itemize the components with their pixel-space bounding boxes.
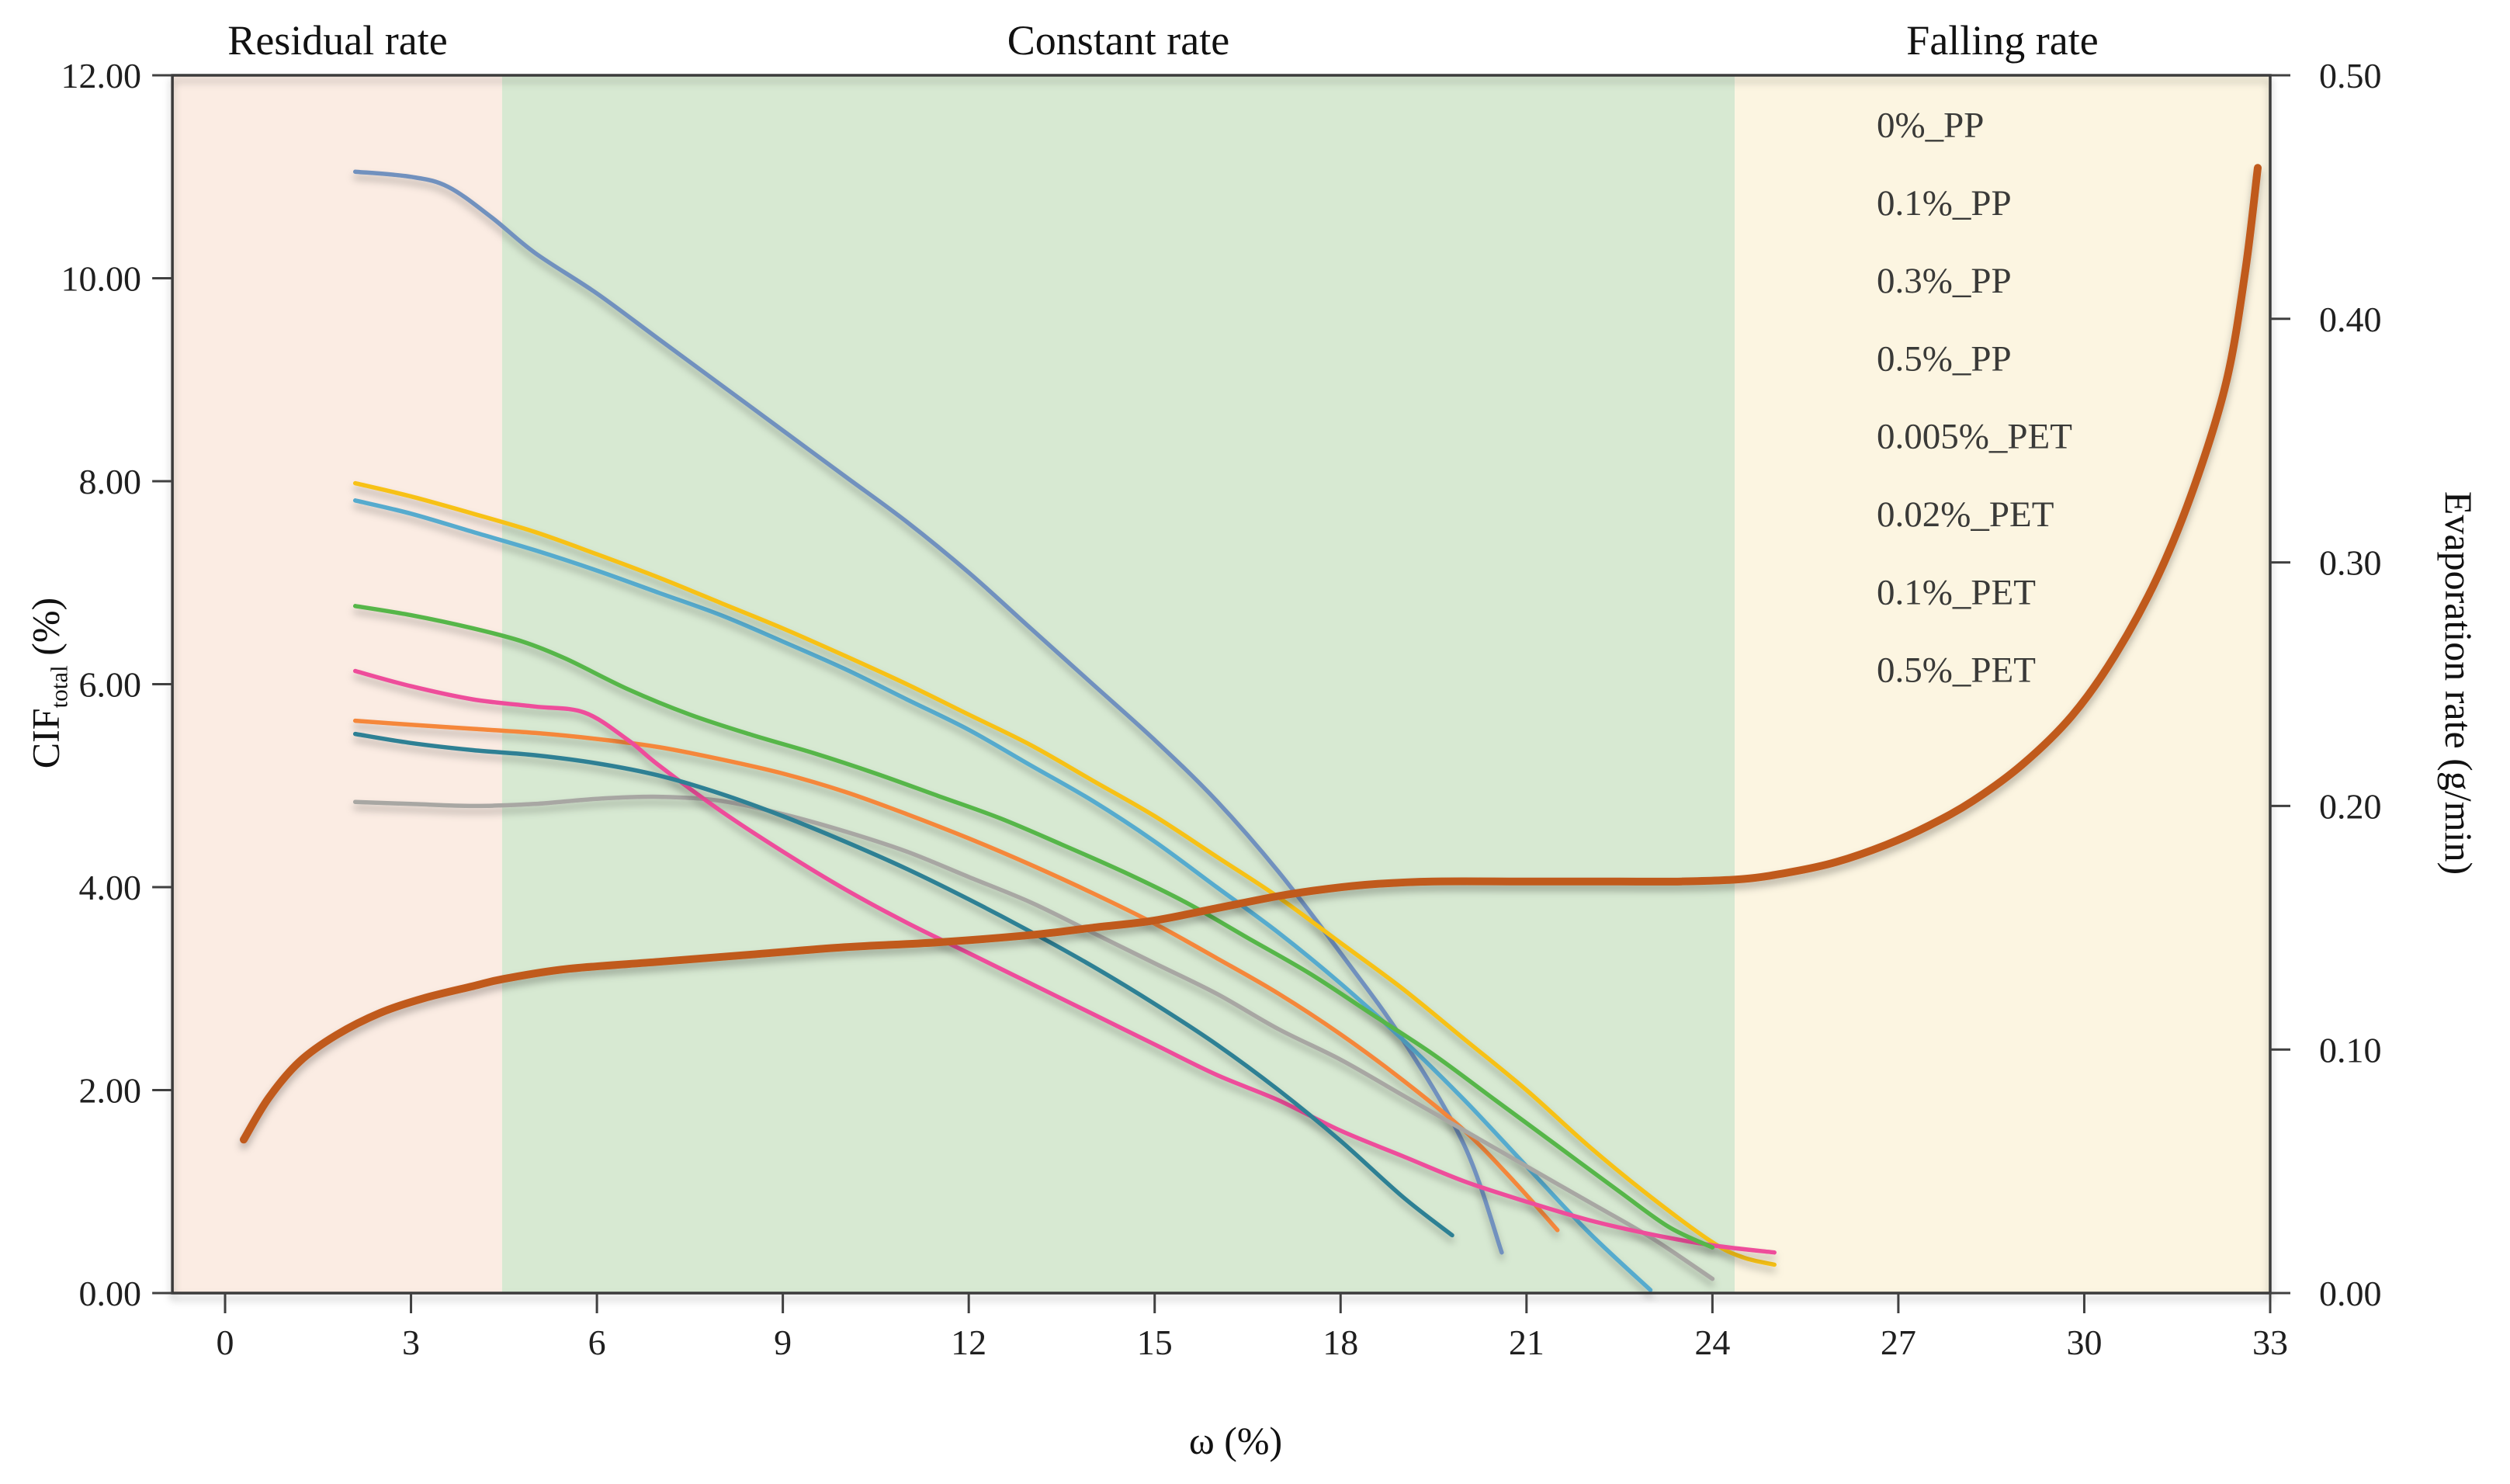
series-line-0-5-pet [352,731,1454,1238]
region-title-falling-rate: Falling rate [1906,17,2099,64]
legend-item: 0.1%_PP [1804,183,2012,224]
y-axis-right-tick-label: 0.50 [2319,56,2382,95]
legend-label: 0%_PP [1877,105,1984,145]
y-axis-right-tick-label: 0.20 [2319,787,2382,827]
legend-label: 0.02%_PET [1877,494,2054,535]
x-axis-tick-label: 6 [588,1323,606,1362]
y-axis-title-right: Evaporation rate (g/min) [2437,491,2481,875]
legend-item: 0.005%_PET [1804,417,2072,457]
y-axis-right-tick-label: 0.10 [2319,1030,2382,1070]
y-axis-title-left-suffix: (%) [23,597,68,666]
legend-label: 0.005%_PET [1877,417,2072,457]
legend-item: 0.5%_PP [1804,338,2012,379]
y-axis-left-tick-label: 4.00 [79,868,142,907]
legend-item: 0.5%_PET [1804,650,2036,691]
y-axis-title-left-subscript: total [45,665,73,709]
region-band-residual-rate [172,75,502,1293]
region-title-constant-rate: Constant rate [1007,17,1230,64]
series-line-0-1-pp [352,498,1653,1292]
y-axis-right-tick-label: 0.40 [2319,300,2382,339]
y-axis-left-tick-label: 0.00 [79,1274,142,1313]
x-axis-tick-label: 9 [774,1323,792,1362]
legend-item: 0.3%_PP [1804,261,2012,301]
series-line-0-02-pet [352,668,1777,1255]
x-axis-tick-label: 33 [2252,1323,2288,1362]
x-axis-tick-label: 18 [1323,1323,1358,1362]
series-line-0-5-pp [352,794,1715,1281]
x-axis-tick-label: 0 [217,1323,234,1362]
y-axis-left-tick-label: 8.00 [79,462,142,501]
legend-item: 0.1%_PET [1804,572,2036,612]
x-axis-tick-label: 15 [1137,1323,1173,1362]
legend-label: 0.1%_PP [1877,183,2012,224]
x-axis-tick-label: 3 [402,1323,420,1362]
legend-item: 0.02%_PET [1804,494,2054,535]
y-axis-right-tick-label: 0.30 [2319,543,2382,583]
x-axis-title: ω (%) [1188,1419,1283,1462]
x-axis-tick-label: 27 [1881,1323,1916,1362]
y-axis-left-tick-label: 12.00 [61,56,142,95]
x-axis-tick-label: 21 [1509,1323,1544,1362]
region-title-residual-rate: Residual rate [227,17,448,64]
y-axis-left-tick-label: 2.00 [79,1071,142,1111]
series-line-0-3-pp [352,718,1560,1233]
legend-label: 0.1%_PET [1877,572,2036,612]
legend-item: 0%_PP [1804,105,1984,145]
legend-label: 0.5%_PET [1877,650,2036,691]
series-line-0-1-pet [352,604,1715,1250]
legend-label: 0.5%_PP [1877,338,2012,379]
series-line-0-005-pet [352,480,1777,1267]
x-axis-tick-label: 30 [2066,1323,2102,1362]
y-axis-title-left-prefix: CIF [23,708,68,769]
x-axis-tick-label: 24 [1694,1323,1730,1362]
y-axis-left-tick-label: 6.00 [79,665,142,705]
y-axis-left-tick-label: 10.00 [61,259,142,299]
y-axis-right-tick-label: 0.00 [2319,1274,2382,1313]
y-axis-title-left: CIFtotal (%) [23,598,74,768]
legend-label: 0.3%_PP [1877,261,2012,301]
series-line-0-pp [352,169,1504,1255]
x-axis-tick-label: 12 [951,1323,986,1362]
series-line-evaporation-rate [240,164,2262,1144]
